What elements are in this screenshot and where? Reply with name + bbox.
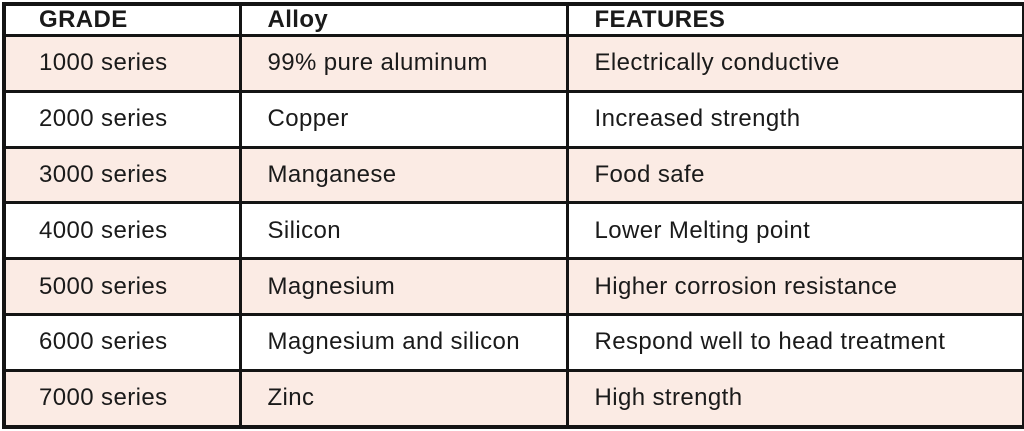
table-cell-alloy: 99% pure aluminum: [238, 34, 569, 93]
table-cell-features: Higher corrosion resistance: [565, 257, 1024, 316]
table-cell-alloy: Magnesium and silicon: [238, 312, 569, 372]
table-cell-grade: 3000 series: [2, 145, 242, 205]
table-row: 4000 series Silicon Lower Melting point: [2, 201, 1024, 261]
header-row: GRADE Alloy FEATURES: [2, 2, 1024, 37]
table-row: 1000 series 99% pure aluminum Electrical…: [2, 34, 1024, 93]
table-cell-grade: 6000 series: [2, 312, 242, 372]
column-header-features: FEATURES: [565, 2, 1024, 37]
table-row: 3000 series Manganese Food safe: [2, 145, 1024, 205]
table-row: 2000 series Copper Increased strength: [2, 89, 1024, 149]
table-cell-grade: 4000 series: [2, 201, 242, 261]
table-row: 6000 series Magnesium and silicon Respon…: [2, 312, 1024, 372]
column-header-alloy: Alloy: [238, 2, 569, 37]
table-cell-features: Electrically conductive: [565, 34, 1024, 93]
table-cell-alloy: Copper: [238, 89, 569, 149]
table-body: 1000 series 99% pure aluminum Electrical…: [2, 34, 1024, 429]
table-cell-grade: 2000 series: [2, 89, 242, 149]
table-row: 5000 series Magnesium Higher corrosion r…: [2, 257, 1024, 316]
table-cell-grade: 5000 series: [2, 257, 242, 316]
table-cell-features: Increased strength: [565, 89, 1024, 149]
table-header: GRADE Alloy FEATURES: [2, 2, 1024, 37]
table-cell-features: Lower Melting point: [565, 201, 1024, 261]
table-cell-features: Food safe: [565, 145, 1024, 205]
column-header-grade: GRADE: [2, 2, 242, 37]
table-cell-grade: 7000 series: [2, 368, 242, 429]
table-cell-alloy: Zinc: [238, 368, 569, 429]
table-cell-features: High strength: [565, 368, 1024, 429]
table-cell-alloy: Magnesium: [238, 257, 569, 316]
table-cell-alloy: Manganese: [238, 145, 569, 205]
table-cell-grade: 1000 series: [2, 34, 242, 93]
table-cell-features: Respond well to head treatment: [565, 312, 1024, 372]
table-cell-alloy: Silicon: [238, 201, 569, 261]
table-row: 7000 series Zinc High strength: [2, 368, 1024, 429]
